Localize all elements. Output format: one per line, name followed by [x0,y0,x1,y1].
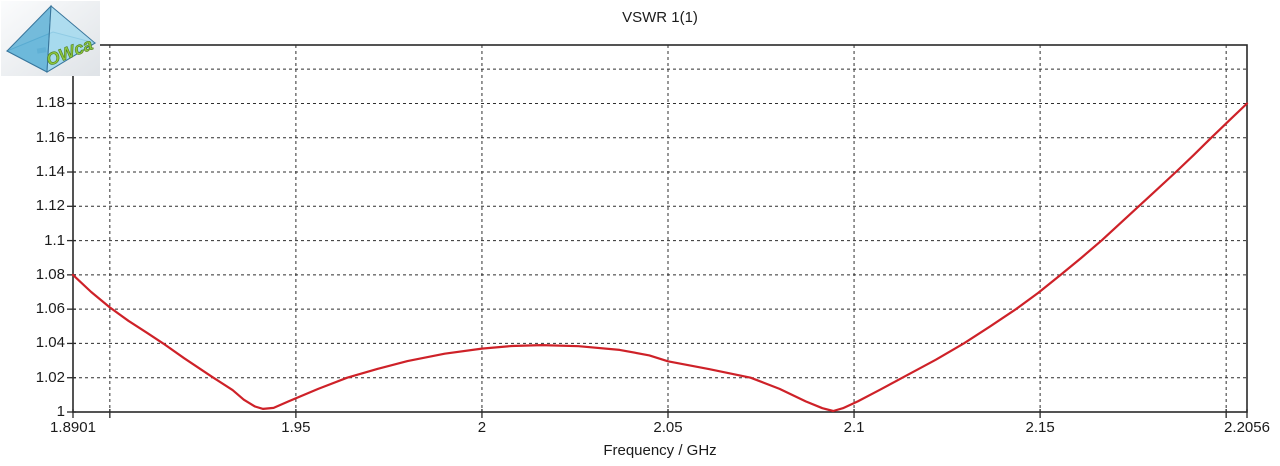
x-tick-label: 1.8901 [50,419,96,436]
gridlines [73,45,1247,412]
y-tick-label: 1.08 [35,265,65,283]
x-tick-label: 2.2056 [1224,419,1270,436]
y-tick-label: 1.04 [35,334,65,352]
axis-ticks [67,68,1248,418]
plot-frame [72,44,1248,413]
x-tick-label: 1.95 [281,419,311,436]
model-logo: OWca [1,1,100,76]
x-tick-label: 2.05 [653,419,683,436]
pyramid-icon: OWca [1,1,100,76]
y-tick-label: 1.1 [44,231,65,249]
y-tick-label: 1.14 [35,163,65,181]
chart-title: VSWR 1(1) [622,9,698,26]
y-tick-label: 1.16 [35,128,65,146]
pyramid-right-face [46,4,96,73]
x-axis-title: Frequency / GHz [603,442,717,459]
y-tick-label: 1.12 [35,197,65,215]
x-tick-label: 2 [477,419,487,436]
vswr-curve [71,102,1249,413]
y-tick-label: 1 [56,403,65,420]
y-tick-label: 1.18 [35,94,65,112]
y-tick-label: 1.06 [35,300,65,318]
x-tick-label: 2.1 [843,419,865,436]
y-tick-label: 1.02 [35,368,65,386]
x-tick-label: 2.15 [1025,419,1055,436]
